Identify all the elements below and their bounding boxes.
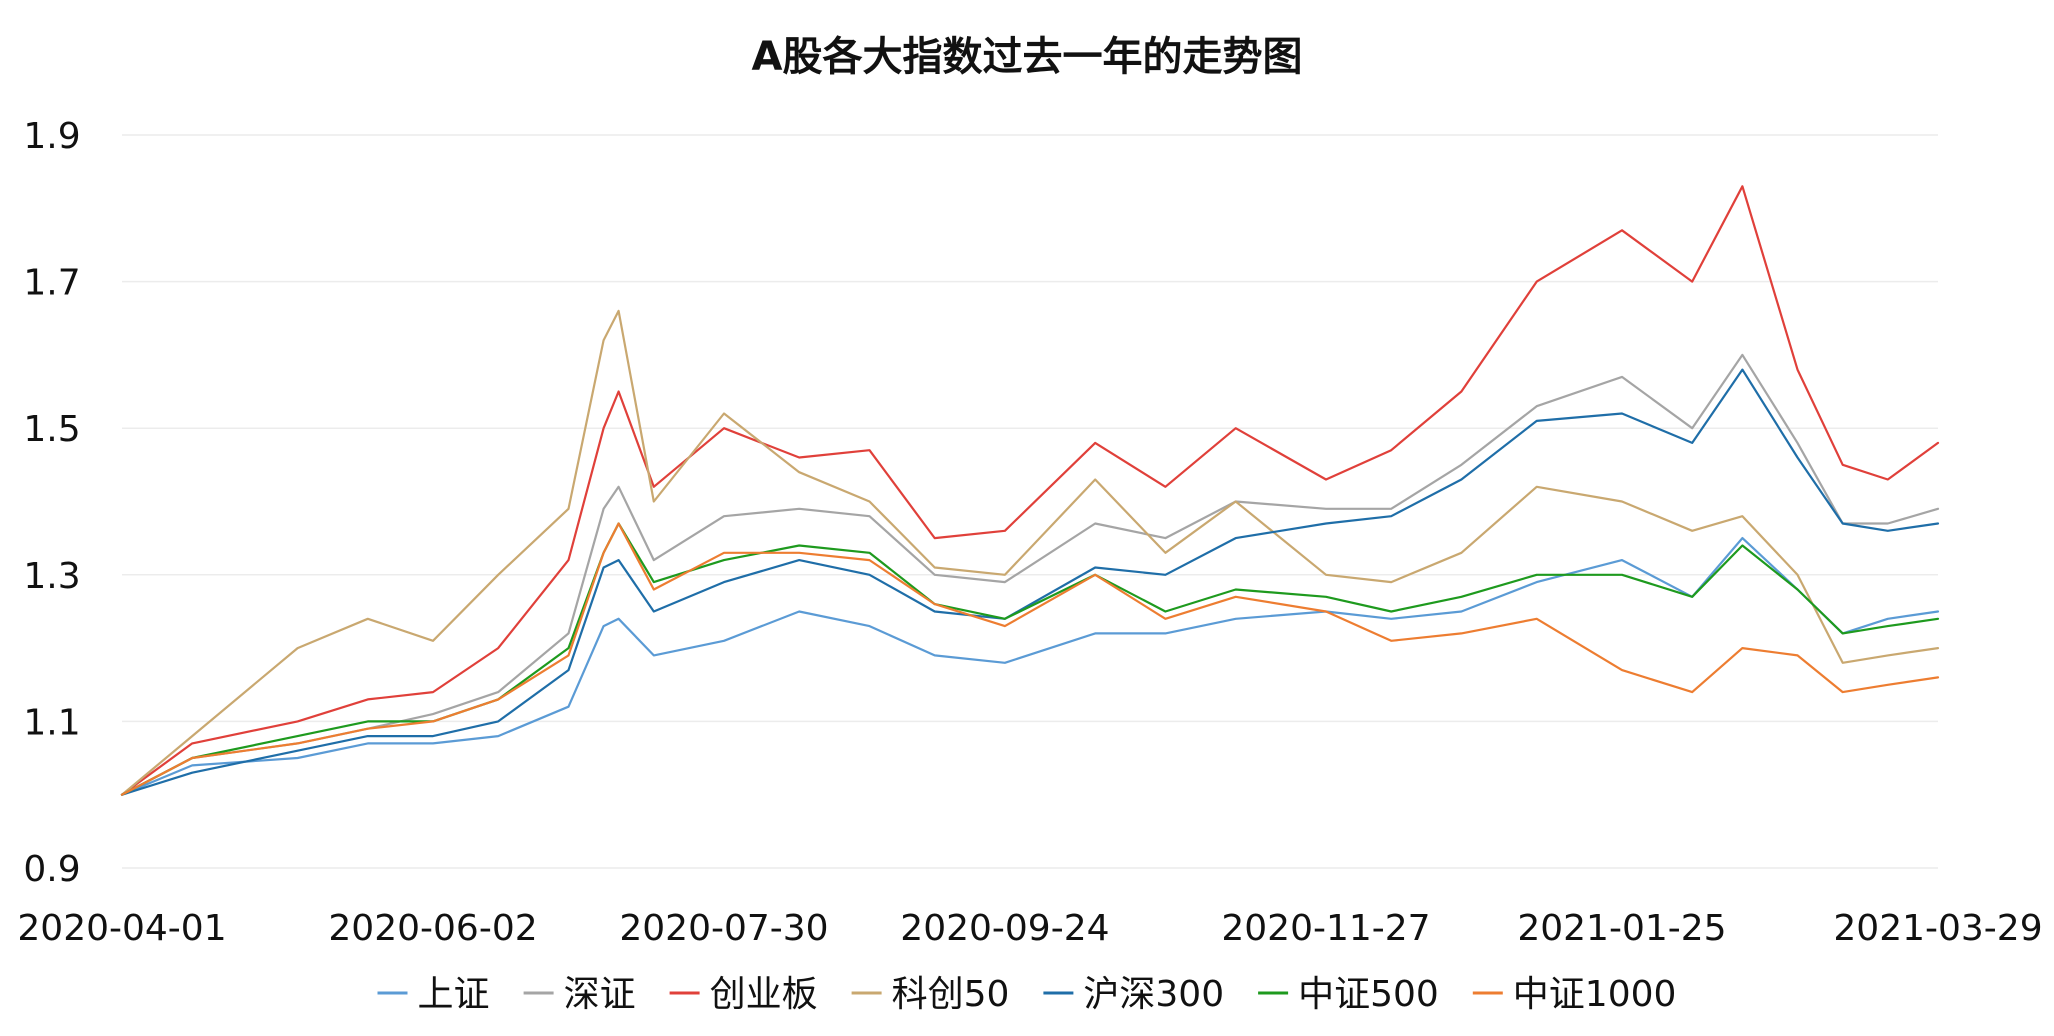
x-tick-label: 2020-04-01 <box>17 908 226 949</box>
gridlines <box>122 134 1938 869</box>
legend-item-4: 沪深300 <box>1043 974 1224 1015</box>
legend-label: 科创50 <box>892 974 1010 1015</box>
legend-item-2: 创业板 <box>669 974 818 1015</box>
legend-label: 上证 <box>418 974 490 1015</box>
legend-item-6: 中证1000 <box>1472 974 1677 1015</box>
x-tick-label: 2020-06-02 <box>328 908 537 949</box>
chart-title: A股各大指数过去一年的走势图 <box>752 34 1303 80</box>
series-line-1 <box>120 353 1940 796</box>
y-axis-ticks: 0.9 1.1 1.3 1.5 1.7 1.9 <box>23 116 80 890</box>
y-tick-label: 0.9 <box>23 849 80 890</box>
series-line-0 <box>120 536 1940 796</box>
series-lines <box>120 185 1940 796</box>
series-line-6 <box>120 522 1940 796</box>
series-line-2 <box>120 185 1940 796</box>
x-tick-label: 2020-11-27 <box>1221 908 1430 949</box>
y-tick-label: 1.7 <box>23 263 80 304</box>
legend: 上证 深证 创业板 科创50 沪深300 中证500 中证1000 <box>377 974 1677 1015</box>
series-line-5 <box>120 522 1940 796</box>
y-tick-label: 1.5 <box>23 409 80 450</box>
x-tick-label: 2021-03-29 <box>1833 908 2042 949</box>
x-axis-ticks: 2020-04-01 2020-06-02 2020-07-30 2020-09-24… <box>17 908 2042 949</box>
x-tick-label: 2021-01-25 <box>1517 908 1726 949</box>
x-tick-label: 2020-09-24 <box>900 908 1109 949</box>
legend-label: 创业板 <box>710 974 818 1015</box>
legend-item-1: 深证 <box>523 974 636 1015</box>
x-tick-label: 2020-07-30 <box>619 908 828 949</box>
y-tick-label: 1.9 <box>23 116 80 157</box>
legend-item-5: 中证500 <box>1258 974 1439 1015</box>
legend-label: 中证1000 <box>1513 974 1677 1015</box>
y-tick-label: 1.3 <box>23 556 80 597</box>
legend-label: 中证500 <box>1298 974 1439 1015</box>
legend-label: 沪深300 <box>1083 974 1224 1015</box>
series-line-3 <box>120 309 1940 796</box>
legend-item-0: 上证 <box>377 974 490 1015</box>
legend-label: 深证 <box>564 974 636 1015</box>
y-tick-label: 1.1 <box>23 702 80 743</box>
legend-item-3: 科创50 <box>851 974 1010 1015</box>
